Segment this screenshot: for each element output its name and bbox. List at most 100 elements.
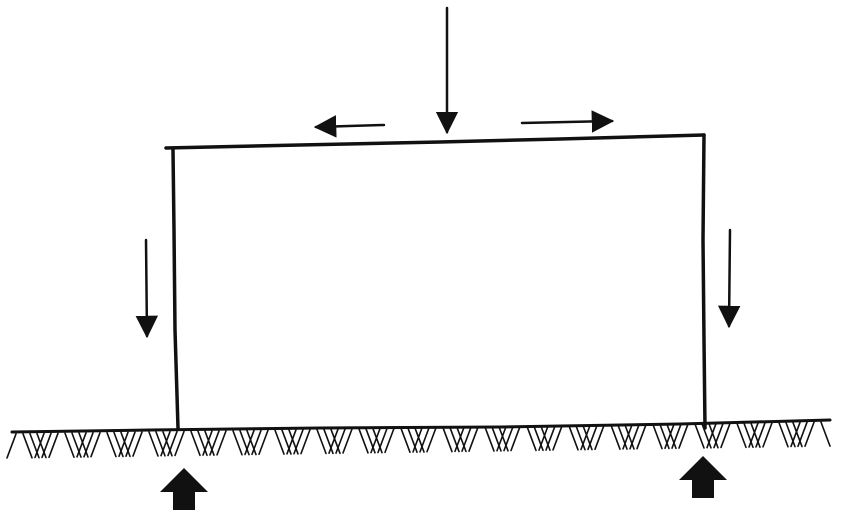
hatch-stroke: [496, 425, 507, 452]
ground: [6, 418, 832, 459]
hatch-stroke: [713, 422, 724, 449]
hatch-stroke: [372, 427, 383, 454]
hatch-stroke: [407, 427, 418, 453]
hatch-stroke: [636, 423, 647, 450]
hatch-stroke: [197, 430, 208, 457]
hatch-stroke: [666, 423, 677, 450]
ground-hatching: [6, 421, 831, 459]
hatch-stroke: [148, 431, 159, 457]
hatch-stroke: [468, 426, 479, 452]
hatch-stroke: [503, 425, 514, 452]
hatch-stroke: [454, 426, 465, 453]
hatch-stroke: [41, 432, 52, 459]
hatch-stroke: [125, 431, 136, 457]
hatch-stroke: [461, 426, 472, 453]
hatch-stroke: [748, 422, 759, 448]
right-column-arrow: [717, 228, 741, 329]
hatch-stroke: [323, 428, 334, 455]
hatch-stroke: [762, 422, 773, 448]
hatch-stroke: [174, 430, 185, 457]
hatch-stroke: [113, 431, 124, 458]
beam: [164, 133, 706, 150]
hatch-stroke: [755, 422, 766, 448]
hatch-stroke: [582, 424, 593, 451]
hatch-stroke: [209, 430, 220, 456]
hatch-stroke: [701, 423, 712, 449]
hatch-stroke: [244, 429, 255, 456]
hatch-stroke: [365, 428, 376, 454]
hatch-stroke: [575, 424, 586, 451]
hatch-stroke: [78, 432, 89, 458]
hatch-stroke: [652, 423, 663, 450]
hatch-stroke: [743, 422, 754, 449]
hatch-stroke: [330, 428, 341, 455]
hatch-stroke: [64, 432, 75, 459]
hatch-stroke: [36, 432, 47, 459]
hatch-stroke: [419, 427, 430, 453]
hatch-stroke: [274, 429, 285, 455]
hatch-stroke: [286, 429, 297, 455]
hatch-stroke: [202, 430, 213, 456]
hatch-stroke: [610, 424, 621, 451]
hatch-stroke: [29, 432, 40, 459]
hatch-stroke: [624, 424, 635, 450]
right-support-reaction-arrow: [679, 456, 727, 498]
hatch-stroke: [449, 426, 460, 453]
hatch-stroke: [118, 431, 129, 458]
hatch-stroke: [671, 423, 682, 449]
hatch-stroke: [48, 432, 59, 459]
hatch-stroke: [491, 426, 502, 452]
hatch-stroke: [412, 427, 423, 453]
hatch-stroke: [622, 424, 633, 450]
right-column: [701, 133, 707, 430]
hatch-stroke: [120, 431, 131, 458]
hatch-stroke: [568, 425, 579, 451]
hatch-stroke: [204, 430, 215, 456]
hatch-stroke: [293, 428, 304, 455]
hatch-stroke: [498, 426, 509, 452]
hatch-stroke: [545, 425, 556, 451]
hatch-stroke: [83, 432, 94, 458]
hatch-stroke: [258, 429, 269, 456]
hatch-stroke: [792, 421, 803, 448]
hatch-stroke: [540, 425, 551, 452]
hatch-stroke: [594, 424, 605, 451]
hatch-stroke: [239, 429, 250, 456]
hatch-stroke: [246, 429, 257, 456]
hatch-stroke: [414, 427, 425, 453]
hatch-stroke: [797, 421, 808, 448]
hatch-stroke: [377, 427, 388, 454]
hatch-stroke: [155, 431, 166, 457]
hatch-stroke: [526, 425, 537, 452]
portal-frame: [164, 133, 707, 430]
hatch-stroke: [370, 427, 381, 454]
hatch-stroke: [785, 421, 796, 448]
hatch-stroke: [232, 429, 243, 456]
hatch-stroke: [538, 425, 549, 451]
hatch-stroke: [580, 424, 591, 451]
hatch-stroke: [659, 423, 670, 450]
hatch-stroke: [132, 431, 143, 457]
hatch-stroke: [281, 429, 292, 455]
hatch-stroke: [22, 433, 33, 459]
hatch-stroke: [106, 431, 117, 458]
hatch-stroke: [288, 429, 299, 455]
hatch-stroke: [708, 422, 719, 449]
hatch-stroke: [190, 430, 201, 457]
hatch-stroke: [790, 421, 801, 448]
hatch-stroke: [342, 428, 353, 454]
left-column-arrow: [135, 238, 159, 339]
hatch-stroke: [167, 430, 178, 457]
hatch-stroke: [328, 428, 339, 455]
hatch-stroke: [629, 424, 640, 450]
hatch-stroke: [442, 426, 453, 453]
hatch-stroke: [71, 432, 82, 458]
hatch-stroke: [300, 428, 311, 455]
hatch-stroke: [552, 425, 563, 451]
hatch-stroke: [820, 421, 831, 447]
hatch-stroke: [617, 424, 628, 450]
hatch-stroke: [358, 428, 369, 454]
hatch-stroke: [34, 432, 45, 459]
hatch-stroke: [804, 421, 815, 448]
